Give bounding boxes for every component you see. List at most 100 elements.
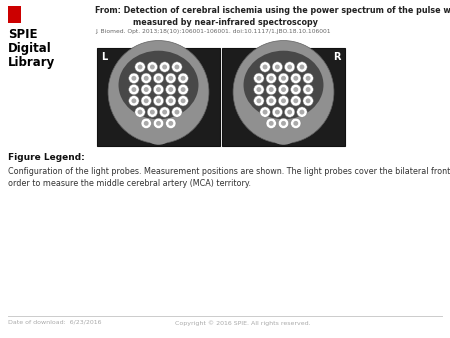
Text: J. Biomed. Opt. 2013;18(10):106001-106001. doi:10.1117/1.JBO.18.10.106001: J. Biomed. Opt. 2013;18(10):106001-10600… (95, 29, 331, 34)
Circle shape (281, 87, 286, 92)
Circle shape (266, 118, 276, 128)
Circle shape (263, 65, 267, 70)
Text: Configuration of the light probes. Measurement positions are shown. The light pr: Configuration of the light probes. Measu… (8, 167, 450, 189)
Circle shape (129, 96, 139, 106)
Circle shape (303, 84, 313, 95)
Circle shape (156, 76, 161, 81)
Circle shape (141, 96, 151, 106)
Circle shape (156, 87, 161, 92)
Circle shape (144, 76, 149, 81)
Circle shape (180, 76, 185, 81)
Circle shape (256, 87, 261, 92)
Text: R: R (333, 52, 341, 62)
Circle shape (135, 107, 145, 117)
Ellipse shape (243, 51, 324, 119)
Circle shape (166, 96, 176, 106)
Circle shape (306, 98, 310, 103)
Circle shape (156, 121, 161, 126)
Circle shape (153, 73, 164, 83)
Circle shape (172, 107, 182, 117)
Circle shape (144, 121, 149, 126)
Circle shape (168, 87, 173, 92)
Circle shape (159, 62, 170, 72)
Circle shape (269, 121, 274, 126)
Circle shape (284, 107, 295, 117)
Text: L: L (101, 52, 107, 62)
Circle shape (297, 107, 307, 117)
Circle shape (141, 73, 151, 83)
Text: Figure Legend:: Figure Legend: (8, 153, 85, 162)
Circle shape (166, 73, 176, 83)
Text: Date of download:  6/23/2016: Date of download: 6/23/2016 (8, 320, 102, 325)
Circle shape (291, 73, 301, 83)
Circle shape (178, 96, 188, 106)
Text: Digital: Digital (8, 42, 52, 55)
Ellipse shape (233, 41, 334, 143)
Circle shape (153, 118, 164, 128)
Text: Copyright © 2016 SPIE. All rights reserved.: Copyright © 2016 SPIE. All rights reserv… (175, 320, 310, 325)
Text: SPIE: SPIE (8, 28, 37, 41)
Circle shape (269, 87, 274, 92)
Circle shape (156, 98, 161, 103)
Circle shape (281, 98, 286, 103)
Circle shape (150, 110, 155, 115)
Circle shape (162, 110, 167, 115)
Circle shape (175, 65, 180, 70)
Circle shape (131, 87, 136, 92)
Circle shape (275, 65, 280, 70)
Circle shape (144, 87, 149, 92)
Circle shape (306, 87, 310, 92)
Circle shape (129, 73, 139, 83)
Circle shape (168, 98, 173, 103)
Circle shape (297, 62, 307, 72)
Circle shape (168, 121, 173, 126)
Circle shape (150, 65, 155, 70)
Circle shape (131, 76, 136, 81)
Circle shape (172, 62, 182, 72)
Text: From: Detection of cerebral ischemia using the power spectrum of the pulse wave: From: Detection of cerebral ischemia usi… (95, 6, 450, 15)
Circle shape (293, 121, 298, 126)
Circle shape (279, 96, 288, 106)
Circle shape (256, 98, 261, 103)
Circle shape (254, 73, 264, 83)
Circle shape (272, 107, 283, 117)
Circle shape (269, 98, 274, 103)
Circle shape (178, 84, 188, 95)
Circle shape (300, 65, 304, 70)
Circle shape (147, 62, 158, 72)
Circle shape (168, 76, 173, 81)
Circle shape (287, 110, 292, 115)
Circle shape (159, 107, 170, 117)
Circle shape (293, 98, 298, 103)
Circle shape (266, 73, 276, 83)
Circle shape (281, 76, 286, 81)
Circle shape (138, 110, 143, 115)
Circle shape (291, 84, 301, 95)
Circle shape (129, 84, 139, 95)
Circle shape (279, 73, 288, 83)
Circle shape (303, 96, 313, 106)
Circle shape (300, 110, 304, 115)
Circle shape (166, 84, 176, 95)
Circle shape (291, 118, 301, 128)
Bar (97, 48, 220, 146)
Circle shape (166, 118, 176, 128)
Circle shape (303, 73, 313, 83)
Circle shape (291, 96, 301, 106)
Circle shape (141, 118, 151, 128)
Circle shape (263, 110, 267, 115)
Circle shape (180, 87, 185, 92)
Ellipse shape (145, 123, 172, 145)
Circle shape (306, 76, 310, 81)
Circle shape (275, 110, 280, 115)
Circle shape (266, 96, 276, 106)
Circle shape (178, 73, 188, 83)
Circle shape (293, 87, 298, 92)
Circle shape (254, 96, 264, 106)
Circle shape (138, 65, 143, 70)
Circle shape (256, 76, 261, 81)
Circle shape (254, 84, 264, 95)
Ellipse shape (108, 41, 209, 143)
Circle shape (144, 98, 149, 103)
Circle shape (131, 98, 136, 103)
